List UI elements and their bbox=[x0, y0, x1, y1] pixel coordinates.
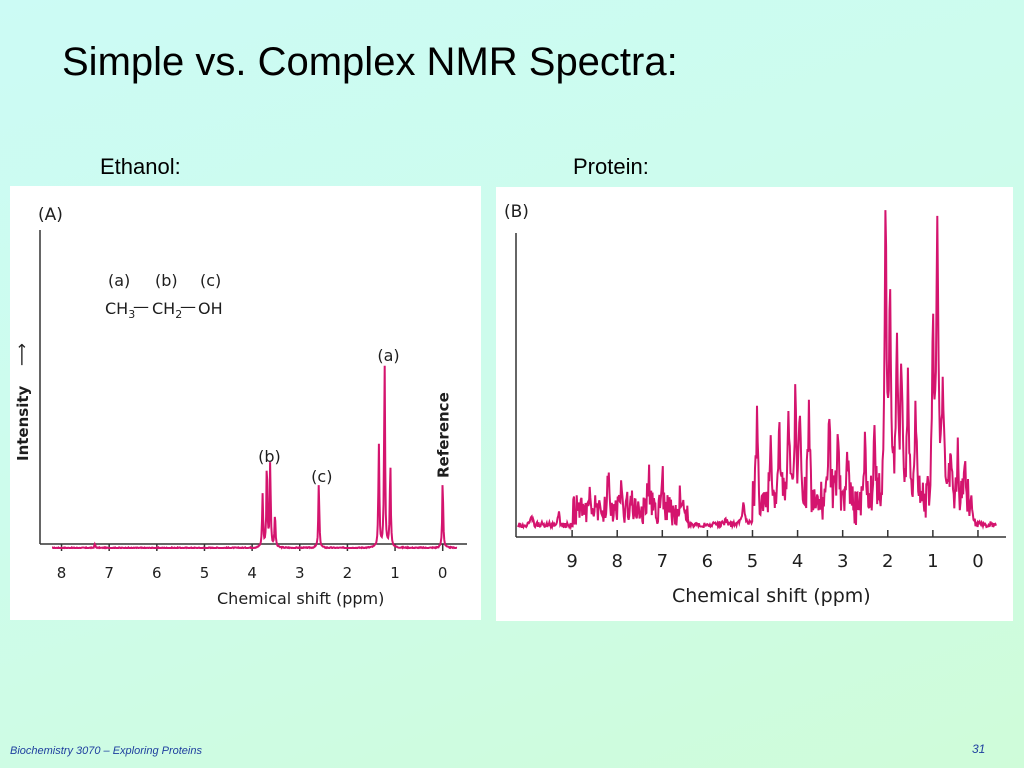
y-axis-label: Intensity bbox=[14, 385, 32, 461]
x-tick-label: 3 bbox=[295, 564, 305, 582]
bond-2: — bbox=[180, 297, 196, 316]
y-axis-arrow: ⟶ bbox=[12, 343, 31, 366]
x-tick-label: 1 bbox=[927, 551, 938, 572]
ethanol-axes bbox=[39, 230, 467, 545]
panel-label-a: (A) bbox=[38, 205, 63, 225]
panel-label-b: (B) bbox=[504, 202, 529, 222]
x-tick-label: 0 bbox=[972, 551, 983, 572]
ethanol-spectrum-trace bbox=[51, 365, 458, 550]
ethanol-caption: Ethanol: bbox=[100, 154, 181, 179]
formula-ch-2: CH bbox=[152, 299, 175, 318]
x-tick-label: 4 bbox=[247, 564, 257, 582]
x-tick-label: 3 bbox=[837, 551, 848, 572]
x-tick-label: 7 bbox=[657, 551, 668, 572]
x-tick-label: 2 bbox=[343, 564, 353, 582]
slide-title: Simple vs. Complex NMR Spectra: bbox=[62, 40, 678, 84]
protein-axes bbox=[515, 233, 1006, 538]
ethanol-x-ticks: 8 7 6 5 4 3 2 1 0 bbox=[57, 544, 448, 582]
peak-label: (c) bbox=[311, 467, 332, 486]
formula-sub-3: 3 bbox=[128, 308, 135, 321]
protein-spectrum-chart: (B) 9 8 7 6 5 4 3 2 1 0 Chemical shift (ppm) bbox=[504, 202, 1006, 607]
x-tick-label: 0 bbox=[438, 564, 448, 582]
x-tick-label: 6 bbox=[152, 564, 162, 582]
structure-label-a: (a) bbox=[108, 271, 130, 290]
page-number: 31 bbox=[972, 742, 986, 756]
ethanol-peak-labels: (a) (b) (c) Reference bbox=[258, 346, 453, 486]
protein-spectrum-panel: (B) 9 8 7 6 5 4 3 2 1 0 Chemical shift (ppm) bbox=[496, 187, 1013, 621]
structure-label-c: (c) bbox=[200, 271, 221, 290]
x-tick-label: 7 bbox=[104, 564, 114, 582]
x-tick-label: 9 bbox=[566, 551, 577, 572]
x-tick-label: 5 bbox=[747, 551, 758, 572]
bond-1: — bbox=[133, 297, 149, 316]
peak-label: (b) bbox=[258, 447, 281, 466]
ethanol-structure: (a) (b) (c) CH3 — CH2 — OH bbox=[105, 271, 223, 321]
formula-ch3: CH3 bbox=[105, 299, 135, 321]
x-tick-label: 8 bbox=[611, 551, 622, 572]
ethanol-spectrum-chart: (A) (a) (b) (c) CH3 — CH2 — OH Intensity… bbox=[12, 205, 467, 608]
structure-label-b: (b) bbox=[155, 271, 178, 290]
footer-text: Biochemistry 3070 – Exploring Proteins bbox=[10, 745, 202, 757]
ethanol-spectrum-panel: (A) (a) (b) (c) CH3 — CH2 — OH Intensity… bbox=[10, 186, 481, 620]
x-tick-label: 4 bbox=[792, 551, 803, 572]
formula-ch: CH bbox=[105, 299, 128, 318]
formula-ch2: CH2 bbox=[152, 299, 182, 321]
x-tick-label: 8 bbox=[57, 564, 67, 582]
x-tick-label: 1 bbox=[390, 564, 400, 582]
protein-spectrum-trace bbox=[517, 210, 997, 531]
formula-oh: OH bbox=[198, 299, 223, 318]
protein-caption: Protein: bbox=[573, 154, 649, 179]
x-axis-label-a: Chemical shift (ppm) bbox=[217, 589, 384, 608]
peak-label: (a) bbox=[377, 346, 399, 365]
x-tick-label: 2 bbox=[882, 551, 893, 572]
x-tick-label: 5 bbox=[200, 564, 210, 582]
x-axis-label-b: Chemical shift (ppm) bbox=[672, 585, 871, 607]
reference-label: Reference bbox=[435, 392, 453, 478]
protein-x-ticks: 9 8 7 6 5 4 3 2 1 0 bbox=[566, 530, 984, 572]
x-tick-label: 6 bbox=[702, 551, 713, 572]
formula-sub-2: 2 bbox=[175, 308, 182, 321]
